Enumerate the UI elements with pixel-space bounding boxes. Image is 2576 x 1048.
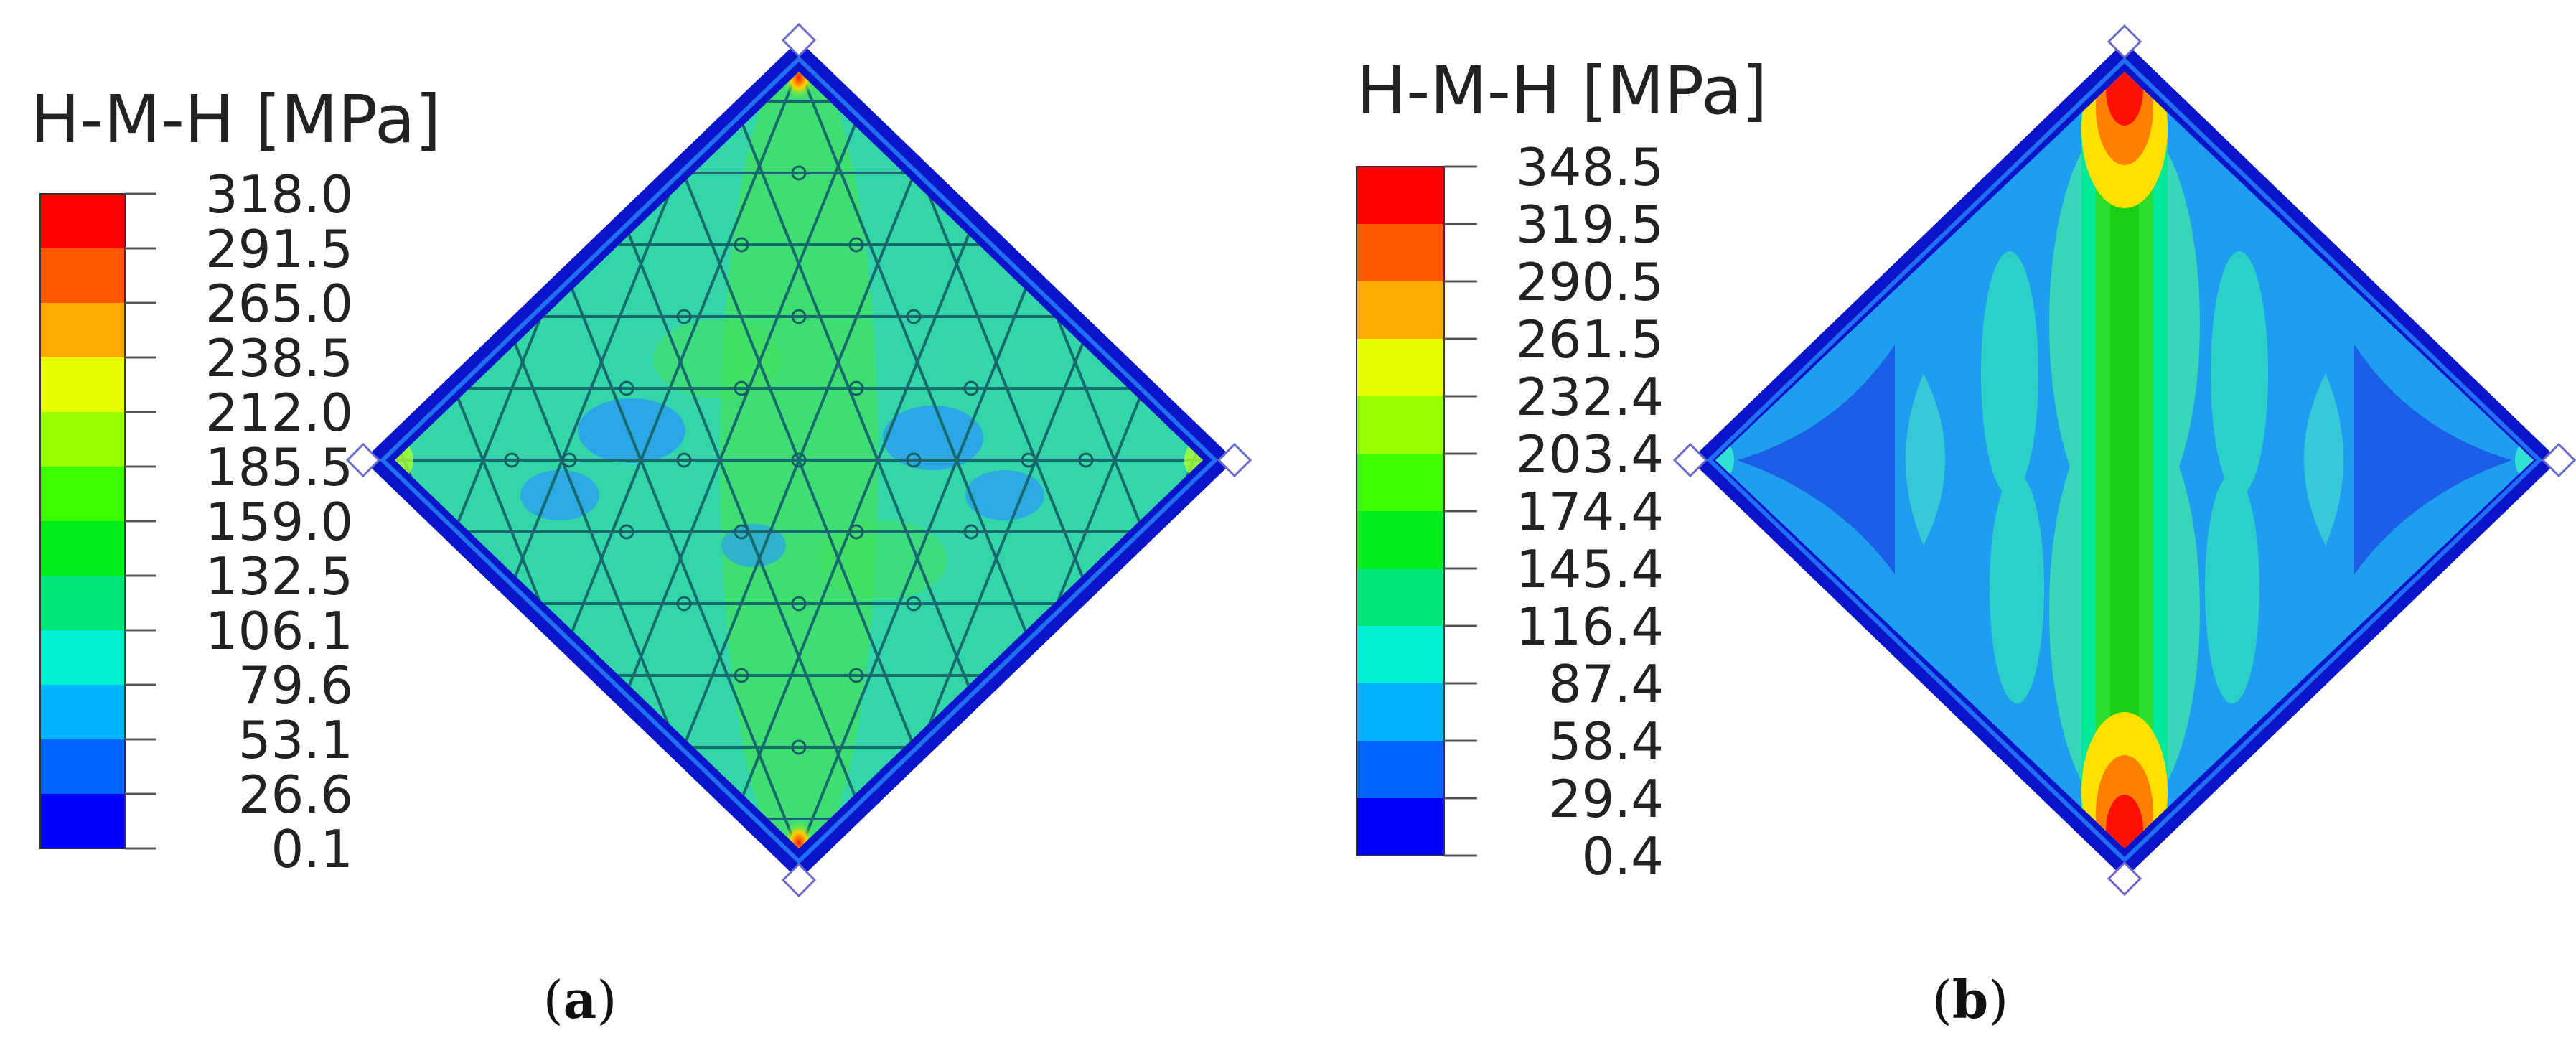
tick-label: 232.4 xyxy=(1516,367,1664,427)
tick-label: 238.5 xyxy=(205,328,353,388)
color-bin-a xyxy=(40,685,125,739)
tick-label: 212.0 xyxy=(205,383,353,443)
tick-label: 53.1 xyxy=(238,710,353,770)
color-bin-b xyxy=(1357,339,1444,396)
color-bin-b xyxy=(1357,281,1444,339)
tick-label: 87.4 xyxy=(1549,654,1664,714)
color-bin-b xyxy=(1357,224,1444,281)
tick-label: 0.4 xyxy=(1581,826,1664,886)
color-bin-a xyxy=(40,794,125,848)
color-bin-b xyxy=(1357,683,1444,741)
color-bin-a xyxy=(40,467,125,521)
tick-label: 106.1 xyxy=(205,601,353,661)
color-bin-b xyxy=(1357,511,1444,569)
color-bin-b xyxy=(1357,798,1444,856)
color-bin-a xyxy=(40,630,125,685)
tick-label: 159.0 xyxy=(205,492,353,552)
panel-a: H-M-H [MPa] xyxy=(30,22,1252,1030)
tick-label: 79.6 xyxy=(238,655,353,716)
tick-label: 261.5 xyxy=(1516,309,1664,370)
tick-label: 174.4 xyxy=(1516,482,1664,542)
caption-close: ) xyxy=(1988,970,2008,1030)
color-bin-a xyxy=(40,412,125,467)
color-bin-a xyxy=(40,739,125,794)
color-bin-b xyxy=(1357,569,1444,626)
tick-label: 29.4 xyxy=(1549,769,1664,829)
color-bin-a xyxy=(40,576,125,630)
legend-title-a: H-M-H [MPa] xyxy=(30,81,441,158)
color-bin-b xyxy=(1357,454,1444,511)
tick-label: 58.4 xyxy=(1549,711,1664,772)
tick-label: 319.5 xyxy=(1516,195,1664,255)
support-markers-a xyxy=(345,22,1252,898)
contour-plot-a xyxy=(345,22,1252,898)
tick-label: 132.5 xyxy=(205,546,353,607)
svg-text:(b): (b) xyxy=(1932,969,2009,1030)
tick-label: 348.5 xyxy=(1516,137,1664,197)
tick-label: 265.0 xyxy=(205,273,353,334)
color-bin-a xyxy=(40,303,125,357)
caption-b: (b) xyxy=(1932,969,2009,1030)
color-bin-a xyxy=(40,521,125,576)
panel-b: H-M-H [MPa] xyxy=(1356,24,2576,1030)
tick-label: 26.6 xyxy=(238,764,353,825)
tick-label: 203.4 xyxy=(1516,424,1664,485)
color-bin-b xyxy=(1357,396,1444,454)
color-bin-a xyxy=(40,357,125,412)
tick-label: 185.5 xyxy=(205,437,353,497)
caption-letter: b xyxy=(1952,969,1988,1030)
tick-label: 318.0 xyxy=(205,164,353,225)
tick-labels-a: 318.0 291.5 265.0 238.5 212.0 185.5 159.… xyxy=(205,164,353,879)
caption-close: ) xyxy=(596,970,617,1030)
tick-label: 0.1 xyxy=(271,819,353,879)
caption-open: ( xyxy=(543,970,563,1030)
tick-label: 290.5 xyxy=(1516,252,1664,312)
color-bin-b xyxy=(1357,626,1444,683)
color-scale-a xyxy=(39,192,156,850)
color-bin-b xyxy=(1357,741,1444,798)
caption-letter: a xyxy=(563,969,597,1030)
caption-a: (a) xyxy=(543,969,617,1030)
tick-labels-b: 348.5 319.5 290.5 261.5 232.4 203.4 174.… xyxy=(1516,137,1664,886)
support-markers-b xyxy=(1672,24,2576,897)
tick-label: 145.4 xyxy=(1516,539,1664,599)
tick-label: 291.5 xyxy=(205,219,353,279)
legend-title-b: H-M-H [MPa] xyxy=(1357,52,1767,129)
color-bin-a xyxy=(40,248,125,303)
color-bin-a xyxy=(40,194,125,248)
caption-open: ( xyxy=(1932,970,1952,1030)
svg-text:(a): (a) xyxy=(543,969,617,1030)
contour-plot-b xyxy=(1672,24,2576,897)
tick-label: 116.4 xyxy=(1516,596,1664,657)
color-bin-b xyxy=(1357,167,1444,224)
color-scale-b xyxy=(1356,165,1477,857)
